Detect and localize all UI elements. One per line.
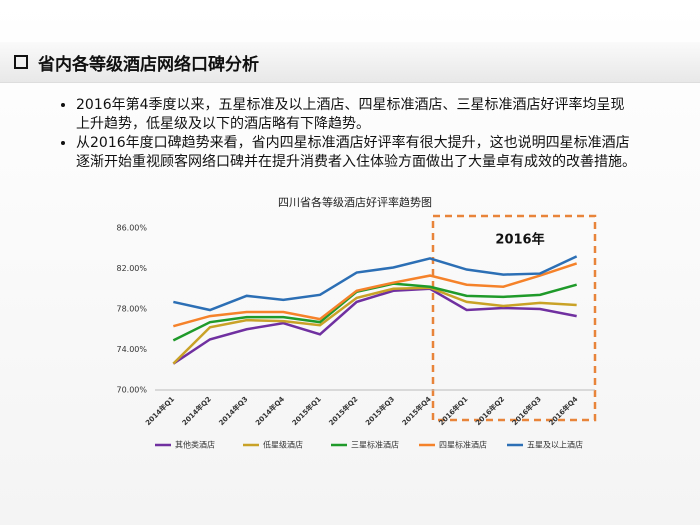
legend-label: 三星标准酒店 bbox=[351, 440, 399, 450]
x-tick-label: 2015年Q3 bbox=[363, 394, 396, 427]
line-series bbox=[173, 262, 578, 328]
slide-title: 省内各等级酒店网络口碑分析 bbox=[14, 50, 259, 75]
legend-label: 四星标准酒店 bbox=[439, 440, 487, 450]
x-tick-label: 2014年Q1 bbox=[143, 394, 176, 427]
annotation: 2016年 bbox=[495, 232, 544, 248]
x-tick-label: 2014年Q4 bbox=[253, 394, 286, 427]
x-tick-label: 2014年Q2 bbox=[180, 394, 213, 427]
header-bar: 省内各等级酒店网络口碑分析 bbox=[0, 42, 700, 83]
y-tick-label: 82.00% bbox=[116, 264, 147, 273]
x-tick-label: 2015年Q2 bbox=[327, 394, 360, 427]
y-tick-label: 86.00% bbox=[116, 224, 147, 233]
bullet: 2016年第4季度以来，五星标准及以上酒店、四星标准酒店、三星标准酒店好评率均呈… bbox=[76, 96, 636, 134]
legend-label: 五星及以上酒店 bbox=[527, 440, 583, 450]
line-series bbox=[172, 286, 577, 365]
y-tick-label: 78.00% bbox=[116, 305, 147, 314]
y-tick-label: 70.00% bbox=[116, 386, 147, 395]
highlight-box bbox=[431, 214, 597, 422]
x-tick-label: 2014年Q3 bbox=[217, 394, 250, 427]
x-tick-label: 2016年Q2 bbox=[473, 394, 506, 427]
x-tick-label: 2015年Q4 bbox=[400, 394, 433, 427]
legend-label: 低星级酒店 bbox=[263, 440, 303, 450]
line-series bbox=[173, 255, 578, 312]
x-tick-label: 2016年Q3 bbox=[510, 394, 543, 427]
line-series bbox=[172, 287, 577, 365]
bullet: 从2016年度口碑趋势来看，省内四星标准酒店好评率有很大提升，这也说明四星标准酒… bbox=[76, 134, 636, 172]
y-tick-label: 74.00% bbox=[116, 345, 147, 354]
bullet-list: 2016年第4季度以来，五星标准及以上酒店、四星标准酒店、三星标准酒店好评率均呈… bbox=[58, 96, 636, 172]
legend-label: 其他类酒店 bbox=[175, 440, 215, 450]
x-tick-label: 2016年Q4 bbox=[547, 394, 580, 427]
chart-title: 四川省各等级酒店好评率趋势图 bbox=[278, 195, 432, 209]
x-tick-label: 2016年Q1 bbox=[437, 394, 470, 427]
x-tick-label: 2015年Q1 bbox=[290, 394, 323, 427]
